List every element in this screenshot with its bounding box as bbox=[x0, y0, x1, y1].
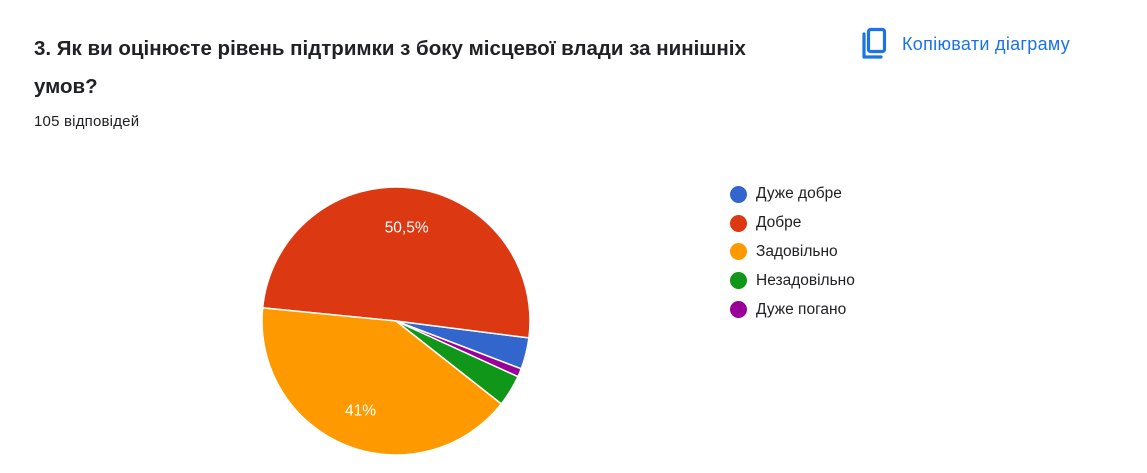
legend-item-satisfactory[interactable]: Задовільно bbox=[730, 238, 855, 267]
legend-label: Добре bbox=[756, 214, 802, 232]
response-count: 105 відповідей bbox=[34, 113, 140, 130]
copy-icon bbox=[862, 27, 887, 59]
pie-slice-very-bad[interactable] bbox=[395, 320, 523, 378]
legend-label: Задовільно bbox=[756, 242, 838, 260]
pie-slice-good[interactable] bbox=[261, 186, 531, 339]
legend-label: Незадовільно bbox=[756, 271, 855, 289]
chart-legend: Дуже добре Добре Задовільно Незадовільно Дуж… bbox=[730, 180, 855, 324]
legend-label: Дуже погано bbox=[756, 300, 847, 318]
legend-swatch bbox=[730, 185, 747, 203]
legend-swatch bbox=[730, 272, 747, 290]
legend-item-good[interactable]: Добре bbox=[730, 209, 855, 238]
copy-chart-label: Копіювати діаграму bbox=[902, 33, 1071, 54]
copy-chart-button[interactable]: Копіювати діаграму bbox=[852, 24, 1080, 64]
pie-slice-satisfactory[interactable] bbox=[261, 307, 503, 456]
legend-item-very-bad[interactable]: Дуже погано bbox=[730, 295, 855, 324]
legend-item-very-good[interactable]: Дуже добре bbox=[730, 180, 855, 209]
legend-swatch bbox=[730, 214, 747, 232]
legend-swatch bbox=[730, 301, 747, 319]
legend-label: Дуже добре bbox=[756, 185, 842, 203]
data-label-satisfactory: 41% bbox=[345, 402, 376, 419]
question-title: 3. Як ви оцінюєте рівень підтримки з бок… bbox=[34, 37, 746, 98]
data-label-good: 50,5% bbox=[385, 219, 429, 236]
legend-item-unsatisfactory[interactable]: Незадовільно bbox=[730, 266, 855, 295]
legend-swatch bbox=[730, 243, 747, 261]
